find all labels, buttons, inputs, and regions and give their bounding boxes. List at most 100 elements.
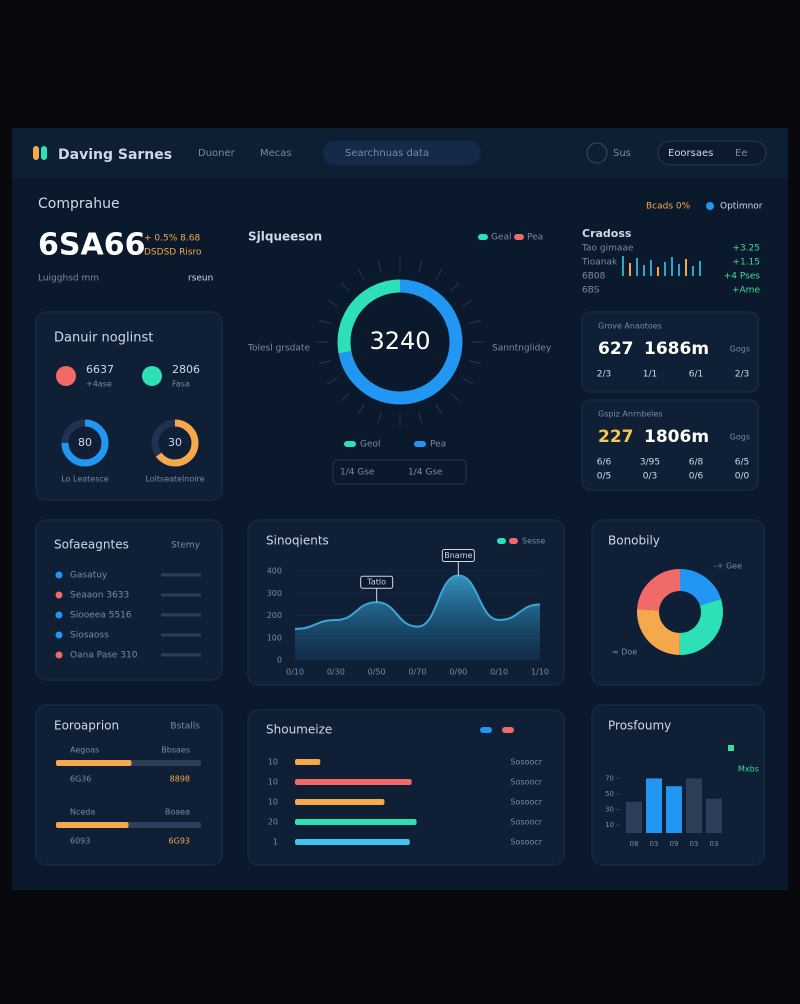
ring-segment	[61, 419, 109, 467]
filter: Stemy	[171, 541, 201, 551]
ring-segment	[637, 569, 723, 655]
stat-title: Gspiz Anrnbeles	[598, 410, 662, 419]
stat-cell: 0/3	[643, 472, 657, 482]
ring-caption: Loltseatelnoire	[145, 475, 204, 484]
account-pill[interactable]	[657, 140, 767, 166]
ring-segment	[337, 279, 463, 405]
area-fill	[295, 575, 540, 660]
stat-cell: 6/1	[689, 370, 703, 380]
section-title: Sinoqients	[266, 534, 329, 548]
nav-link[interactable]: Mecas	[260, 148, 292, 159]
gauge-tick	[418, 260, 423, 273]
kpi-caption: Luigghsd mm	[38, 274, 99, 284]
bar	[295, 799, 385, 805]
ring-label: 80	[78, 436, 92, 449]
gauge-tick	[450, 282, 460, 292]
list-label: Siosaoss	[70, 631, 109, 641]
status-icon[interactable]	[586, 142, 608, 164]
sparkline-bar	[622, 256, 624, 276]
search-box[interactable]	[323, 141, 481, 165]
stat-cell: 1/1	[643, 370, 657, 380]
bar-value-label: Sosoocr	[510, 818, 542, 827]
gauge-tick	[462, 299, 473, 307]
bar	[626, 801, 642, 833]
section-title: Bonobily	[608, 534, 660, 548]
donut-label: -+ Gee	[714, 562, 742, 571]
sparkline-bar	[657, 267, 659, 276]
bar-label: 10	[268, 798, 278, 807]
filter: Bstalls	[170, 722, 200, 732]
logo	[33, 146, 39, 160]
gauge-tick	[340, 392, 350, 402]
x-tick-label: 1/10	[531, 668, 549, 677]
stat-value: 227	[598, 427, 634, 447]
progress-label: Aegoas	[70, 746, 99, 755]
annotation-box	[360, 575, 394, 589]
y-tick-label: 10	[605, 821, 614, 829]
section-title: Comprahue	[38, 196, 120, 212]
gauge-label: Sanntnglidey	[492, 344, 552, 354]
progress-value: 8898	[170, 775, 190, 784]
x-tick-label: 0/70	[409, 668, 427, 677]
badge-dot	[706, 202, 714, 210]
trend-value: +1.15	[732, 258, 760, 268]
stat-title: Grove Anaotoes	[598, 322, 662, 331]
progress-fill	[56, 822, 129, 828]
bar-value-label: Sosoocr	[510, 798, 542, 807]
gauge-footer: 1/4 Gse	[340, 468, 375, 478]
badge: Bcads 0%	[646, 202, 691, 212]
badge: Optimnor	[720, 202, 763, 212]
gauge-tick	[357, 269, 365, 280]
x-tick-label: 03	[690, 840, 699, 848]
gauge-tick	[377, 260, 382, 273]
gauge-tick	[450, 392, 460, 402]
section-title: Shoumeize	[266, 723, 332, 737]
progress-caption: 6093	[70, 837, 90, 846]
donut-label: = Doe	[612, 648, 637, 657]
progress-label: Nceda	[70, 808, 95, 817]
section-title: Danuir noglinst	[54, 331, 153, 346]
sparkline-bar	[678, 264, 680, 276]
card	[581, 311, 759, 393]
x-tick-label: 03	[710, 840, 719, 848]
stat-cell: 0/6	[689, 472, 704, 482]
ring-caption: Lo Leatesce	[61, 475, 109, 484]
status: Sus	[613, 148, 631, 159]
bar-value-label: Sosoocr	[510, 758, 542, 767]
annotation-box	[441, 549, 475, 563]
annotation: Tatlo	[366, 578, 386, 587]
section-title: Sofaeagntes	[54, 538, 129, 552]
gauge-tick	[418, 411, 423, 424]
gauge-label: Tolesl grsdate	[247, 344, 310, 354]
stat-cell: 2/3	[735, 370, 749, 380]
bar	[706, 798, 722, 833]
x-tick-label: 0/50	[368, 668, 386, 677]
bar-label: 10	[268, 778, 278, 787]
stat-cell: 0/0	[735, 472, 750, 482]
section-title: Sjlqueeson	[248, 230, 322, 244]
sparkline-bar	[650, 260, 652, 276]
gauge-footer: 1/4 Gse	[408, 468, 443, 478]
legend-swatch	[344, 441, 356, 447]
list-dot	[55, 631, 63, 639]
gauge-footer: Geol	[360, 440, 381, 450]
area-line	[294, 574, 541, 630]
bar	[666, 786, 682, 833]
sparkline-bar	[643, 265, 645, 276]
gauge-tick	[435, 404, 443, 415]
legend-swatch	[478, 234, 488, 240]
trend-label: Tao gimaae	[581, 244, 634, 254]
kpi-value: 6SA66	[38, 228, 145, 263]
sparkline-bar	[636, 258, 638, 276]
ring-segment	[637, 569, 723, 655]
y-tick-label: 100	[267, 633, 282, 642]
x-tick-label: 09	[670, 840, 679, 848]
gauge-footer: Pea	[430, 440, 446, 450]
nav-link[interactable]: Duoner	[198, 148, 236, 159]
app-title: Daving Sarnes	[58, 147, 172, 163]
gauge-tick	[318, 319, 331, 324]
list-dot	[55, 611, 63, 619]
list-dot	[55, 591, 63, 599]
user: Ee	[735, 148, 747, 159]
y-tick-label: 50	[605, 790, 614, 798]
